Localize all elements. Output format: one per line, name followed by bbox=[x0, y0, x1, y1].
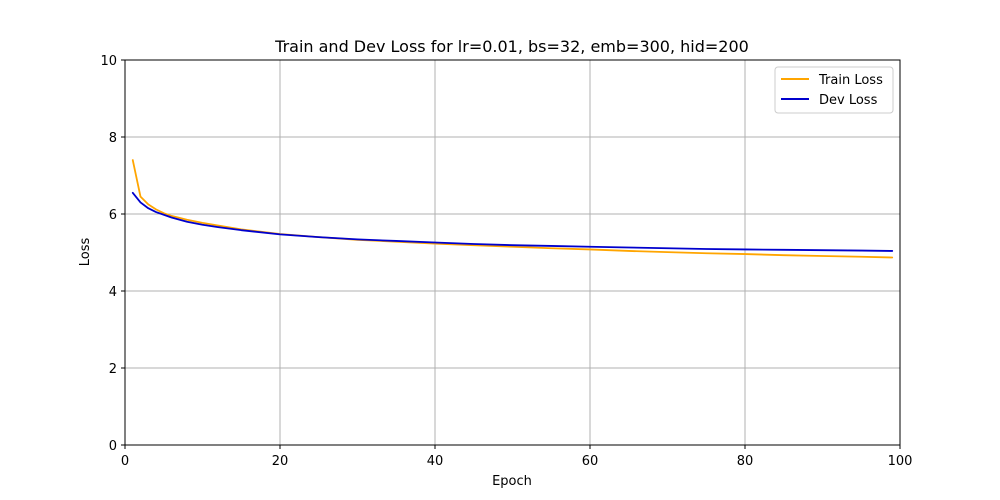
plot-frame bbox=[124, 59, 901, 446]
series-line-train-loss bbox=[131, 159, 894, 259]
legend-label-train-loss: Train Loss bbox=[818, 73, 883, 88]
y-tick-label: 8 bbox=[109, 131, 117, 146]
series-lines bbox=[131, 159, 894, 259]
series-line-dev-loss bbox=[131, 191, 894, 252]
x-tick-label: 60 bbox=[582, 454, 599, 469]
legend: Train Loss Dev Loss bbox=[774, 66, 894, 114]
axis-ticks: 0 20 40 60 80 100 0 2 4 6 8 10 bbox=[100, 54, 912, 469]
y-tick-label: 10 bbox=[100, 54, 117, 69]
x-tick-label: 20 bbox=[272, 454, 289, 469]
y-tick-label: 6 bbox=[109, 208, 117, 223]
y-tick-label: 4 bbox=[109, 285, 117, 300]
y-tick-label: 0 bbox=[109, 439, 117, 454]
grid bbox=[124, 59, 901, 446]
x-tick-label: 80 bbox=[737, 454, 754, 469]
y-axis-label: Loss bbox=[78, 238, 93, 267]
chart-title: Train and Dev Loss for lr=0.01, bs=32, e… bbox=[274, 37, 749, 56]
x-tick-label: 100 bbox=[888, 454, 913, 469]
x-tick-label: 40 bbox=[427, 454, 444, 469]
legend-label-dev-loss: Dev Loss bbox=[819, 93, 878, 108]
y-tick-label: 2 bbox=[109, 362, 117, 377]
x-axis-label: Epoch bbox=[492, 474, 532, 489]
x-tick-label: 0 bbox=[121, 454, 129, 469]
